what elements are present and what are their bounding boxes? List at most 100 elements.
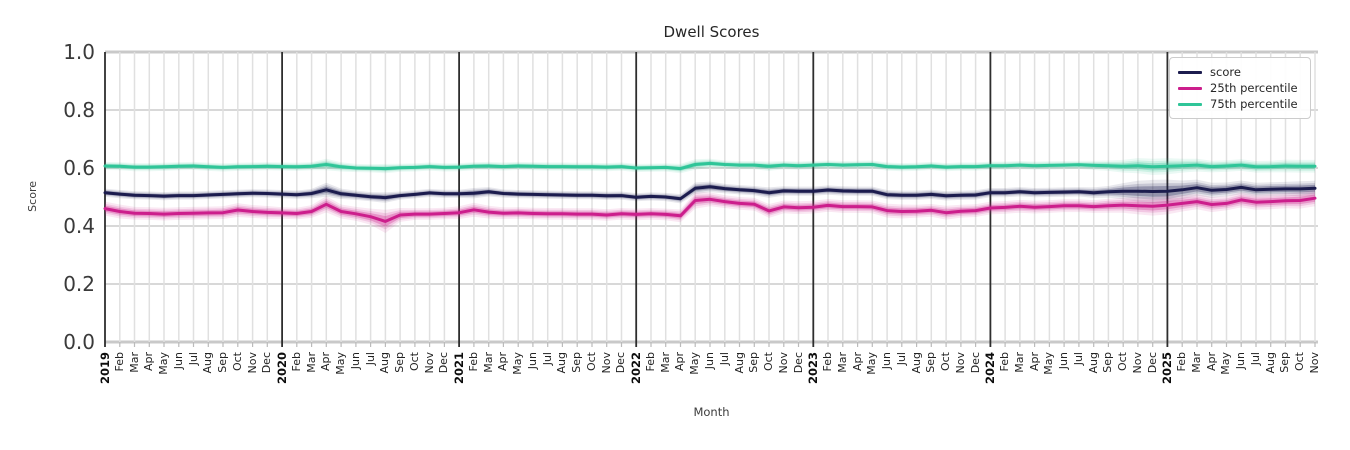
x-tick-label-month: May xyxy=(1042,352,1056,375)
y-tick-label: 0.6 xyxy=(63,156,95,180)
x-tick-label-month: Jun xyxy=(1234,352,1248,370)
x-tick-label-month: Jun xyxy=(348,352,362,370)
x-tick-label-month: Mar xyxy=(481,352,495,373)
x-tick-label-month: Jul xyxy=(186,352,200,366)
x-tick-label-month: Nov xyxy=(422,352,436,374)
x-tick-label-month: Jun xyxy=(171,352,185,370)
legend-line-75th-percentile-icon xyxy=(1178,102,1202,106)
x-tick-label-month: Jun xyxy=(1057,352,1071,370)
x-tick-label-month: May xyxy=(688,352,702,375)
y-tick-label: 0.0 xyxy=(63,330,95,354)
x-tick-label-month: Oct xyxy=(762,352,776,372)
x-tick-label-month: Mar xyxy=(835,352,849,373)
x-tick-label-month: Mar xyxy=(1189,352,1203,373)
x-tick-label-month: Jul xyxy=(540,352,554,366)
x-tick-label-month: Jul xyxy=(894,352,908,366)
x-tick-label-month: Jul xyxy=(363,352,377,366)
x-tick-label-month: May xyxy=(511,352,525,375)
x-tick-label-month: May xyxy=(157,352,171,375)
x-tick-label-month: Apr xyxy=(1027,352,1041,372)
x-tick-label-month: Apr xyxy=(496,352,510,372)
x-tick-label-month: Dec xyxy=(968,352,982,374)
x-tick-label-month: Jun xyxy=(880,352,894,370)
x-tick-label-year: 2020 xyxy=(275,352,290,385)
y-tick-label: 0.4 xyxy=(63,214,95,238)
x-tick-label-month: Dec xyxy=(437,352,451,374)
x-tick-label-month: Nov xyxy=(599,352,613,374)
x-tick-label-year: 2025 xyxy=(1160,352,1175,385)
x-tick-label-month: Aug xyxy=(555,352,569,374)
x-tick-label-month: Dec xyxy=(614,352,628,374)
x-tick-label-month: Aug xyxy=(1086,352,1100,374)
x-tick-label-month: Feb xyxy=(821,352,835,372)
x-tick-label-month: Apr xyxy=(673,352,687,372)
x-tick-label-month: Feb xyxy=(998,352,1012,372)
x-tick-label-month: Feb xyxy=(466,352,480,372)
x-tick-label-month: Mar xyxy=(658,352,672,373)
legend-line-25th-percentile-icon xyxy=(1178,86,1202,90)
x-tick-label-month: Jul xyxy=(717,352,731,366)
x-tick-label-month: Oct xyxy=(584,352,598,372)
x-tick-label-month: Sep xyxy=(1278,352,1292,373)
x-tick-label-month: May xyxy=(334,352,348,375)
x-tick-label-year: 2021 xyxy=(452,352,467,385)
x-tick-label-month: Aug xyxy=(909,352,923,374)
x-tick-label-month: Sep xyxy=(393,352,407,373)
x-tick-label-month: Oct xyxy=(1293,352,1307,372)
legend-label-75th-percentile: 75th percentile xyxy=(1210,97,1298,111)
x-tick-label-month: Aug xyxy=(201,352,215,374)
x-tick-label-month: Jun xyxy=(703,352,716,370)
x-tick-label-month: Aug xyxy=(1263,352,1277,374)
x-tick-label-year: 2024 xyxy=(983,352,998,385)
x-tick-label-month: Feb xyxy=(643,352,657,372)
legend-item-75th-percentile: 75th percentile xyxy=(1176,96,1302,112)
x-tick-label-month: Dec xyxy=(791,352,805,374)
x-tick-label-month: Dec xyxy=(1145,352,1159,374)
x-tick-label-month: Apr xyxy=(319,352,333,372)
legend-label-25th-percentile: 25th percentile xyxy=(1210,81,1298,95)
x-tick-label-month: Sep xyxy=(216,352,230,373)
x-tick-label-month: Apr xyxy=(142,352,156,372)
y-tick-label: 1.0 xyxy=(63,40,95,64)
x-tick-label-month: Mar xyxy=(1012,352,1026,373)
x-tick-label-month: Nov xyxy=(1130,352,1144,374)
x-tick-label-month: Feb xyxy=(112,352,126,372)
x-tick-label-month: May xyxy=(1219,352,1233,375)
x-tick-label-month: Aug xyxy=(378,352,392,374)
x-tick-label-month: Mar xyxy=(304,352,318,373)
x-tick-label-month: Oct xyxy=(939,352,953,372)
x-tick-label-month: Apr xyxy=(1204,352,1218,372)
x-tick-label-month: Nov xyxy=(245,352,259,374)
x-axis-label: Month xyxy=(693,405,730,419)
x-tick-label-month: Sep xyxy=(747,352,761,373)
x-tick-label-month: Oct xyxy=(1116,352,1130,372)
x-tick-label-month: Oct xyxy=(407,352,421,372)
x-tick-label-month: Oct xyxy=(230,352,244,372)
x-tick-label-month: Nov xyxy=(1308,352,1321,374)
chart-title: Dwell Scores xyxy=(663,23,760,41)
x-tick-label-month: Dec xyxy=(260,352,274,374)
x-tick-label-year: 2022 xyxy=(629,352,644,385)
x-tick-label-month: Nov xyxy=(953,352,967,374)
x-tick-label-month: Mar xyxy=(127,352,141,373)
x-tick-label-month: Jun xyxy=(525,352,539,370)
x-tick-label-month: Sep xyxy=(570,352,584,373)
x-tick-label-year: 2019 xyxy=(98,352,112,385)
x-tick-label-month: Apr xyxy=(850,352,864,372)
x-tick-label-month: Aug xyxy=(732,352,746,374)
x-tick-label-month: Jul xyxy=(1248,352,1262,366)
x-tick-label-month: Feb xyxy=(1175,352,1189,372)
legend-item-25th-percentile: 25th percentile xyxy=(1176,80,1302,96)
x-tick-label-month: Sep xyxy=(924,352,938,373)
legend: score 25th percentile 75th percentile xyxy=(1169,57,1311,119)
x-tick-label-month: Jul xyxy=(1071,352,1085,366)
x-tick-label-month: Feb xyxy=(289,352,303,372)
x-tick-label-month: May xyxy=(865,352,879,375)
x-tick-label-month: Sep xyxy=(1101,352,1115,373)
legend-item-score: score xyxy=(1176,64,1302,80)
y-tick-label: 0.2 xyxy=(63,272,95,296)
x-tick-label-month: Nov xyxy=(776,352,790,374)
legend-line-score-icon xyxy=(1178,70,1202,74)
legend-label-score: score xyxy=(1210,65,1241,79)
